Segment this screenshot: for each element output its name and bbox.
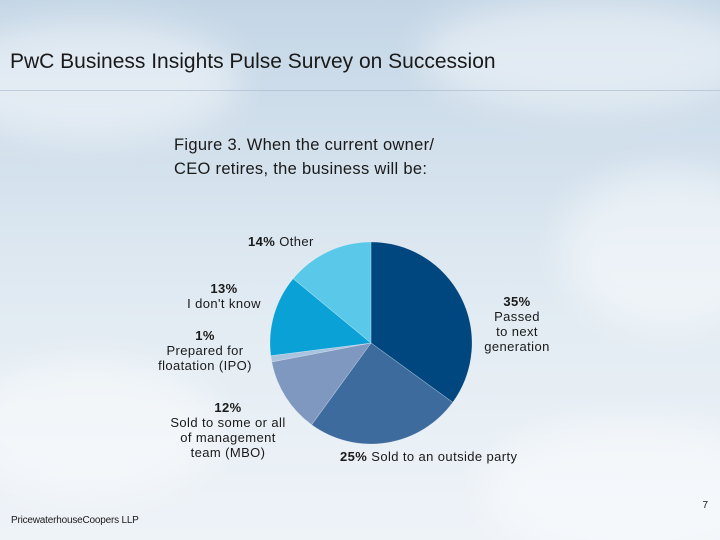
- pie-label-next-generation: 35% Passed to next generation: [476, 294, 558, 354]
- pie-label-mbo-line-2: of management: [180, 430, 276, 445]
- pie-label-mbo: 12% Sold to some or all of management te…: [157, 400, 299, 460]
- pie-label-outside-party-pct: 25%: [340, 449, 368, 464]
- figure-title: Figure 3. When the current owner/ CEO re…: [174, 133, 434, 181]
- pie-label-other-text: Other: [279, 234, 314, 249]
- pie-slice-mbo: [271, 342, 372, 426]
- pie-label-next-generation-line-1: Passed: [494, 309, 540, 324]
- pie-label-outside-party-text: Sold to an outside party: [371, 449, 518, 464]
- pie-label-outside-party: 25% Sold to an outside party: [340, 449, 517, 464]
- pie-slice-next-generation: [370, 241, 473, 403]
- figure-title-line-2: CEO retires, the business will be:: [174, 160, 428, 178]
- pie-label-mbo-pct: 12%: [214, 400, 242, 415]
- figure-title-line-1: Figure 3. When the current owner/: [174, 136, 435, 154]
- pie-label-ipo-line-1: Prepared for: [166, 343, 244, 358]
- pie-label-other: 14% Other: [248, 234, 314, 249]
- title-divider: [0, 90, 720, 91]
- pie-label-next-generation-line-2: to next: [496, 324, 538, 339]
- pie-slice-dont-know: [269, 278, 372, 356]
- pie-slice-outside-party: [311, 342, 454, 445]
- pie-slice-ipo: [270, 342, 372, 363]
- page-number: 7: [702, 500, 708, 511]
- pie-label-dont-know-pct: 13%: [210, 281, 238, 296]
- slide-title: PwC Business Insights Pulse Survey on Su…: [10, 50, 496, 73]
- pie-label-mbo-line-3: team (MBO): [190, 445, 266, 460]
- pie-label-next-generation-pct: 35%: [503, 294, 531, 309]
- pie-label-other-pct: 14%: [248, 234, 276, 249]
- pie-label-next-generation-line-3: generation: [484, 339, 550, 354]
- pie-label-mbo-line-1: Sold to some or all: [170, 415, 286, 430]
- footer-company-name: PricewaterhouseCoopers LLP: [11, 515, 139, 526]
- pie-slice-other: [292, 241, 372, 344]
- pie-label-dont-know: 13% I don't know: [176, 281, 272, 311]
- pie-label-ipo: 1% Prepared for floatation (IPO): [144, 328, 266, 373]
- pie-label-dont-know-text: I don't know: [187, 296, 261, 311]
- pie-label-ipo-pct: 1%: [195, 328, 215, 343]
- pie-label-ipo-line-2: floatation (IPO): [158, 358, 252, 373]
